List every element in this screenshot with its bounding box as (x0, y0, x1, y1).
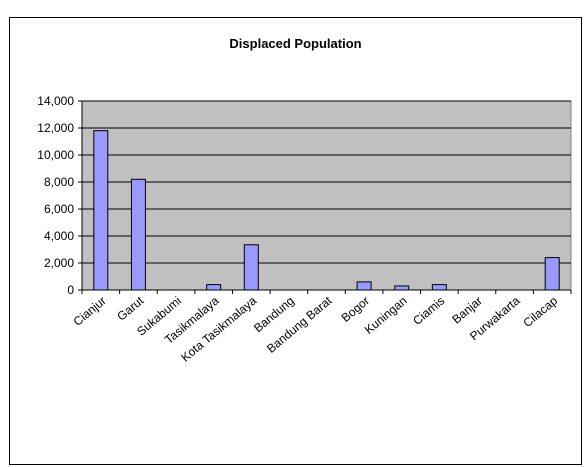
bar (93, 130, 109, 291)
bar (394, 285, 410, 291)
y-tick-label: 10,000 (37, 148, 74, 162)
y-tick-label: 0 (67, 283, 74, 297)
y-tick-label: 12,000 (37, 121, 74, 135)
bar (206, 284, 222, 291)
plot-area (81, 100, 572, 291)
bar (431, 284, 447, 291)
x-tick-label: Ciamis (410, 294, 447, 328)
x-tick-label: Cilacap (520, 293, 560, 330)
y-tick-label: 14,000 (37, 94, 74, 108)
x-tick-label: Garut (114, 293, 146, 323)
bar (243, 244, 259, 291)
chart-title: Displaced Population (229, 36, 362, 51)
x-tick-label: Cianjur (71, 294, 109, 329)
bar (544, 257, 560, 291)
x-tick-label: Kuningan (362, 294, 410, 337)
x-tick-label: Bogor (339, 294, 373, 325)
bar (356, 281, 372, 291)
y-tick-label: 6,000 (44, 202, 74, 216)
x-tick-label: Bandung Barat (264, 293, 335, 356)
y-tick-label: 2,000 (44, 256, 74, 270)
bar (130, 178, 146, 291)
y-tick-label: 8,000 (44, 175, 74, 189)
y-tick-label: 4,000 (44, 229, 74, 243)
